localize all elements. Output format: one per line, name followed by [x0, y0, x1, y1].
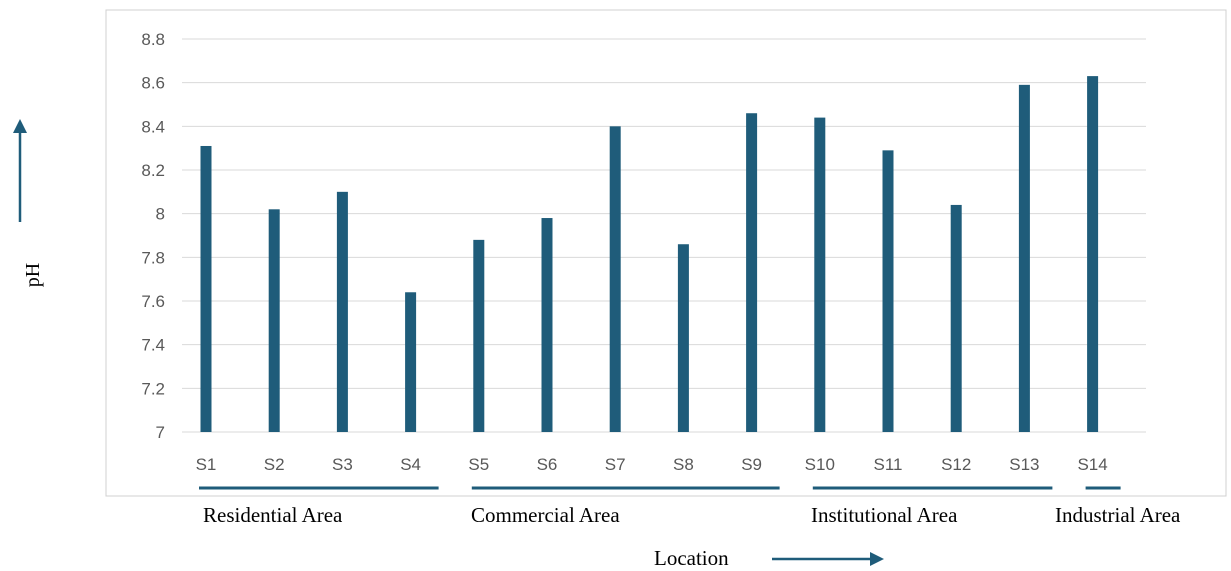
bar-s6: [541, 218, 553, 432]
x-tick-label: S2: [264, 455, 285, 474]
plot-frame: [105, 9, 1227, 497]
x-tick-label: S7: [605, 455, 626, 474]
bar-s1: [200, 145, 212, 432]
y-axis-label: pH: [22, 263, 44, 287]
x-tick-label: S14: [1077, 455, 1107, 474]
group-label: Institutional Area: [811, 503, 958, 527]
x-tick-label: S9: [741, 455, 762, 474]
x-tick-labels: S1 S2 S3 S4 S5 S6 S7 S8 S9 S10 S11 S12 S13 S14: [196, 455, 1108, 474]
x-axis-title: Location: [654, 546, 884, 570]
x-axis-label: Location: [654, 546, 729, 570]
y-axis-arrow-head: [13, 119, 27, 133]
y-tick-label: 7.8: [141, 248, 165, 267]
y-tick-label: 7.2: [141, 379, 165, 398]
bar-s8: [677, 244, 689, 432]
x-tick-label: S8: [673, 455, 694, 474]
y-tick-label: 8: [156, 205, 165, 224]
y-axis-title: pH: [13, 119, 44, 287]
y-tick-label: 8.6: [141, 74, 165, 93]
x-tick-label: S11: [874, 455, 903, 474]
y-tick-label: 7.4: [141, 336, 165, 355]
y-tick-label: 8.2: [141, 161, 165, 180]
bars: [200, 76, 1099, 432]
y-tick-label: 7.6: [141, 292, 165, 311]
bar-s11: [882, 150, 894, 432]
x-tick-label: S6: [537, 455, 558, 474]
bar-s13: [1018, 84, 1030, 432]
group-label: Residential Area: [203, 503, 343, 527]
bar-s3: [336, 191, 348, 432]
x-tick-label: S12: [941, 455, 971, 474]
y-tick-label: 8.8: [141, 30, 165, 49]
bar-s14: [1087, 76, 1099, 432]
group-brackets: Residential Area Commercial Area Instituti…: [199, 486, 1181, 527]
grid-lines: [182, 38, 1146, 433]
bar-s4: [405, 292, 417, 432]
y-tick-label: 8.4: [141, 117, 165, 136]
bar-s9: [746, 113, 758, 432]
bar-s5: [473, 239, 485, 432]
x-tick-label: S1: [196, 455, 217, 474]
x-axis-arrow-head: [870, 552, 884, 566]
y-tick-labels: 7 7.2 7.4 7.6 7.8 8 8.2 8.4 8.6 8.8: [141, 30, 165, 442]
x-tick-label: S4: [400, 455, 421, 474]
bar-s10: [814, 117, 826, 432]
x-tick-label: S5: [468, 455, 489, 474]
bar-s12: [950, 204, 962, 432]
x-tick-label: S10: [805, 455, 835, 474]
bar-s2: [268, 209, 280, 432]
group-label: Industrial Area: [1055, 503, 1181, 527]
group-label: Commercial Area: [471, 503, 620, 527]
x-tick-label: S13: [1009, 455, 1039, 474]
y-tick-label: 7: [156, 423, 165, 442]
x-tick-label: S3: [332, 455, 353, 474]
bar-s7: [609, 126, 621, 432]
